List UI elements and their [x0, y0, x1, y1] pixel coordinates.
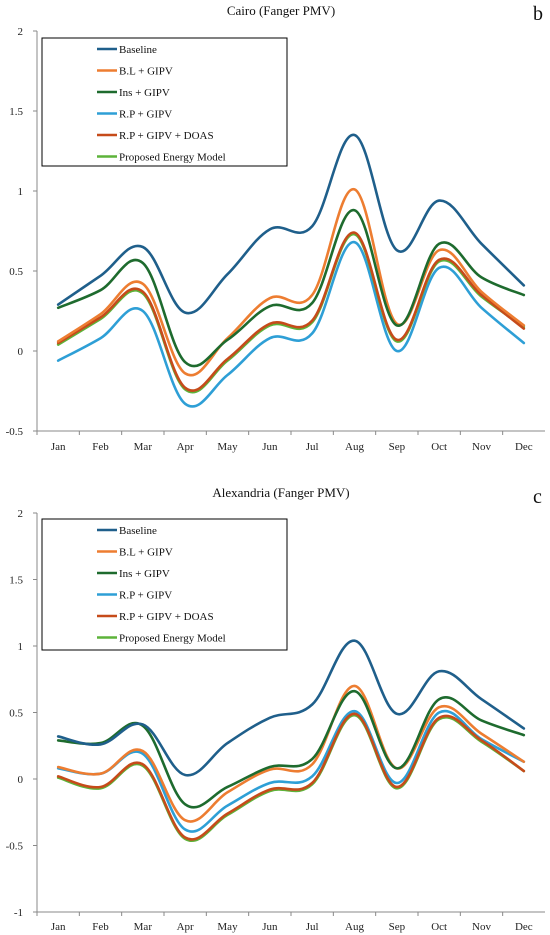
legend-label: B.L + GIPV: [119, 66, 173, 78]
legend-label: R.P + GIPV + DOAS: [119, 611, 214, 623]
legend: Baseline B.L + GIPV Ins + GIPV R.P + GIPV R.…: [41, 37, 288, 167]
legend: Baseline B.L + GIPV Ins + GIPV R.P + GIPV R.…: [41, 518, 288, 651]
x-tick-label: Jul: [306, 921, 319, 933]
x-tick-label: Aug: [345, 921, 364, 933]
legend-label: Proposed Energy Model: [119, 633, 226, 645]
x-tick-label: Jan: [51, 921, 66, 933]
legend-label: R.P + GIPV: [119, 590, 172, 602]
x-tick-label: Oct: [431, 921, 447, 933]
x-tick-label: Jun: [262, 921, 278, 933]
x-tick-label: Nov: [472, 441, 491, 453]
series-line-ins-gipv: [56, 208, 526, 368]
legend-label: B.L + GIPV: [119, 547, 173, 559]
x-tick-label: Apr: [177, 921, 194, 933]
series-line-b-l-gipv: [56, 188, 526, 377]
series-line-r-p-gipv-doas: [56, 712, 526, 841]
series-line-baseline: [56, 639, 526, 777]
chart-title: Cairo (Fanger PMV): [227, 3, 335, 18]
legend-box: [41, 37, 288, 167]
x-tick-label: Jun: [262, 441, 278, 453]
series-line-proposed-energy-model: [56, 713, 526, 843]
x-tick-label: Jul: [306, 441, 319, 453]
y-tick-label: -0.5: [6, 426, 24, 438]
x-tick-label: Aug: [345, 441, 364, 453]
x-tick-label: Nov: [472, 921, 491, 933]
y-tick-label: 0.5: [9, 266, 23, 278]
y-tick-label: -0.5: [6, 841, 24, 853]
y-tick-label: 1: [18, 641, 24, 653]
x-tick-label: Dec: [515, 921, 533, 933]
x-tick-label: Feb: [92, 441, 109, 453]
x-tick-label: May: [217, 921, 238, 933]
y-tick-label: 2: [18, 26, 24, 38]
chart-panel-alexandria: Alexandria (Fanger PMV) c -1 -0.5 0 0.5 1 1.5 2 J…: [6, 485, 545, 933]
y-tick-label: -1: [14, 907, 23, 919]
x-tick-label: Sep: [389, 921, 406, 933]
legend-box: [41, 518, 288, 651]
x-tick-label: Sep: [389, 441, 406, 453]
legend-label: R.P + GIPV: [119, 109, 172, 121]
x-tick-label: Feb: [92, 921, 109, 933]
y-tick-label: 1.5: [9, 106, 23, 118]
legend-label: R.P + GIPV + DOAS: [119, 130, 214, 142]
y-tick-label: 1.5: [9, 575, 23, 587]
y-tick-label: 0: [18, 774, 24, 786]
chart-title: Alexandria (Fanger PMV): [212, 485, 349, 500]
x-tick-label: Mar: [134, 921, 153, 933]
x-tick-label: Jan: [51, 441, 66, 453]
x-tick-label: Dec: [515, 441, 533, 453]
legend-label: Proposed Energy Model: [119, 152, 226, 164]
x-tick-label: May: [217, 441, 238, 453]
legend-label: Baseline: [119, 44, 157, 56]
chart-panel-cairo: Cairo (Fanger PMV) b -0.5 0 0.5 1 1.5 2 Jan Feb Ma…: [6, 3, 545, 453]
legend-label: Ins + GIPV: [119, 568, 170, 580]
series-line-b-l-gipv: [56, 684, 526, 823]
panel-label: b: [533, 3, 543, 25]
series-line-r-p-gipv: [56, 240, 526, 408]
legend-label: Ins + GIPV: [119, 87, 170, 99]
y-tick-label: 1: [18, 186, 24, 198]
y-tick-label: 0.5: [9, 708, 23, 720]
y-tick-label: 0: [18, 346, 24, 358]
y-tick-label: 2: [18, 508, 24, 520]
series-line-baseline: [56, 133, 526, 315]
series-line-r-p-gipv-doas: [56, 231, 526, 392]
x-tick-label: Apr: [177, 441, 194, 453]
series-line-r-p-gipv: [56, 709, 526, 833]
panel-label: c: [533, 486, 542, 508]
x-tick-label: Mar: [134, 441, 153, 453]
x-tick-label: Oct: [431, 441, 447, 453]
legend-label: Baseline: [119, 525, 157, 537]
